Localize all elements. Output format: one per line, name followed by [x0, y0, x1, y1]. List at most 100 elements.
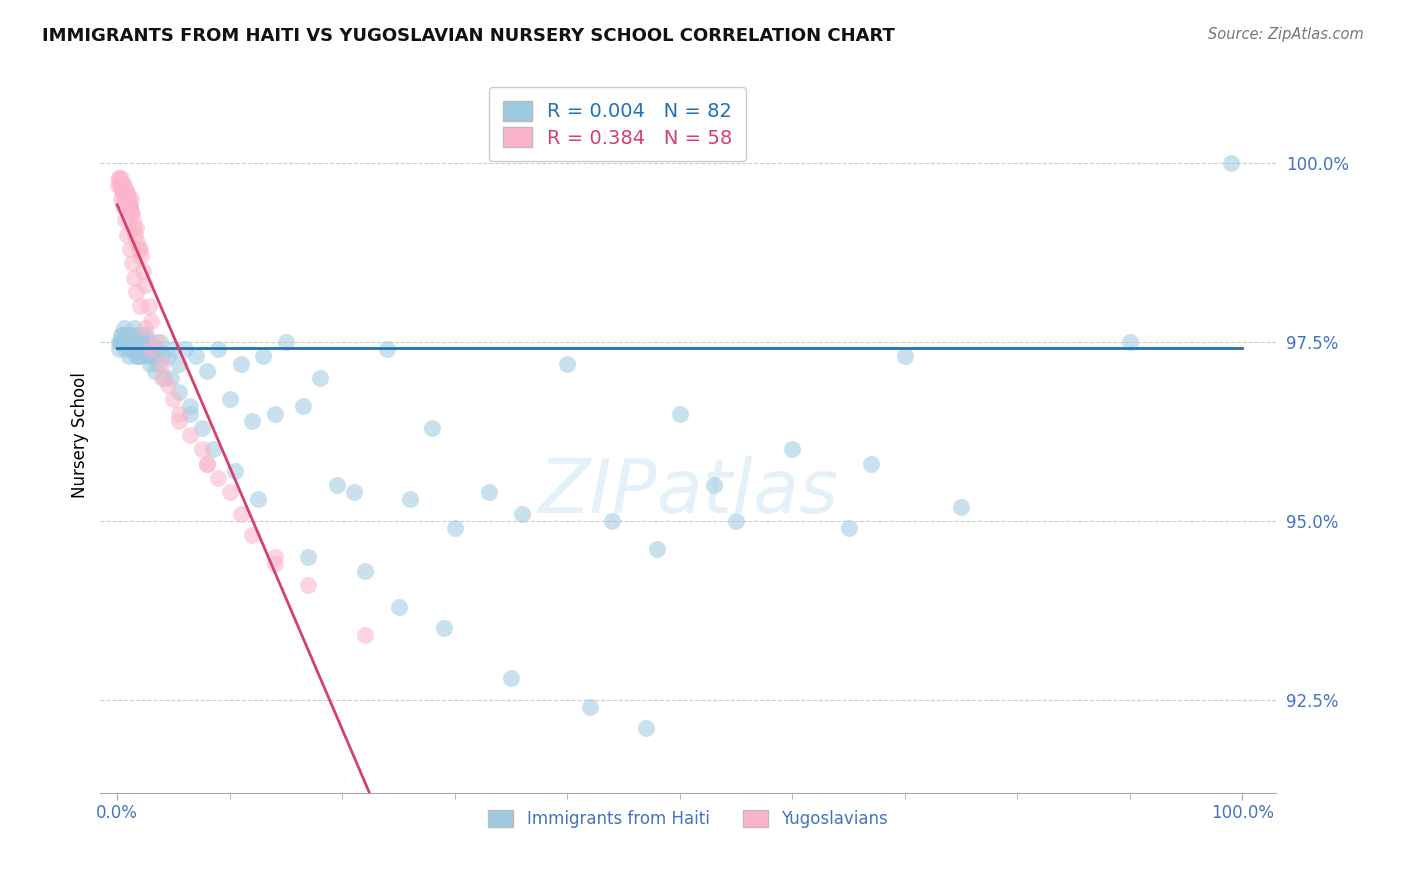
Point: [207, 471, 229, 485]
Point: [894, 350, 917, 364]
Point: [353, 628, 375, 642]
Point: [118, 242, 141, 256]
Point: [218, 392, 240, 407]
Point: [420, 421, 443, 435]
Point: [138, 299, 160, 313]
Point: [136, 350, 159, 364]
Point: [160, 371, 183, 385]
Point: [117, 334, 139, 349]
Point: [111, 334, 134, 349]
Point: [114, 343, 136, 357]
Point: [120, 206, 142, 220]
Point: [156, 350, 179, 364]
Point: [274, 334, 297, 349]
Point: [125, 350, 148, 364]
Point: [117, 192, 139, 206]
Point: [195, 457, 218, 471]
Point: [125, 285, 148, 299]
Point: [108, 178, 131, 192]
Point: [110, 170, 132, 185]
Point: [162, 343, 184, 357]
Point: [111, 199, 134, 213]
Point: [127, 235, 149, 249]
Point: [240, 528, 263, 542]
Point: [179, 407, 201, 421]
Point: [150, 371, 173, 385]
Point: [1119, 334, 1142, 349]
Point: [134, 334, 156, 349]
Point: [167, 385, 190, 400]
Point: [860, 457, 883, 471]
Point: [297, 549, 319, 564]
Point: [124, 334, 146, 349]
Point: [117, 327, 139, 342]
Point: [108, 334, 131, 349]
Point: [207, 343, 229, 357]
Point: [150, 357, 173, 371]
Point: [167, 357, 190, 371]
Point: [375, 343, 398, 357]
Point: [108, 343, 131, 357]
Point: [114, 213, 136, 227]
Point: [634, 721, 657, 735]
Point: [668, 407, 690, 421]
Point: [201, 442, 224, 457]
Point: [114, 334, 136, 349]
Point: [108, 170, 131, 185]
Point: [127, 343, 149, 357]
Point: [139, 350, 162, 364]
Point: [139, 313, 162, 327]
Point: [114, 185, 136, 199]
Text: Source: ZipAtlas.com: Source: ZipAtlas.com: [1208, 27, 1364, 42]
Point: [838, 521, 860, 535]
Point: [121, 256, 143, 270]
Point: [725, 514, 748, 528]
Point: [153, 371, 176, 385]
Point: [195, 364, 218, 378]
Point: [118, 199, 141, 213]
Point: [120, 327, 142, 342]
Y-axis label: Nursery School: Nursery School: [72, 372, 89, 498]
Point: [129, 249, 152, 263]
Point: [162, 392, 184, 407]
Point: [124, 334, 146, 349]
Point: [118, 334, 141, 349]
Point: [443, 521, 465, 535]
Point: [134, 343, 156, 357]
Point: [190, 442, 212, 457]
Point: [398, 492, 420, 507]
Point: [128, 242, 150, 256]
Point: [297, 578, 319, 592]
Point: [229, 507, 252, 521]
Point: [114, 192, 136, 206]
Point: [950, 500, 973, 514]
Point: [135, 327, 157, 342]
Point: [432, 621, 454, 635]
Point: [179, 428, 201, 442]
Point: [148, 357, 170, 371]
Point: [138, 334, 160, 349]
Point: [122, 220, 145, 235]
Point: [145, 364, 167, 378]
Point: [173, 343, 195, 357]
Point: [111, 185, 134, 199]
Point: [128, 242, 150, 256]
Point: [110, 178, 132, 192]
Point: [167, 414, 190, 428]
Point: [129, 350, 152, 364]
Point: [128, 334, 150, 349]
Point: [132, 263, 155, 277]
Point: [110, 334, 132, 349]
Point: [122, 334, 145, 349]
Point: [112, 320, 135, 334]
Point: [263, 407, 285, 421]
Point: [122, 343, 145, 357]
Point: [112, 185, 135, 199]
Point: [120, 192, 142, 206]
Point: [224, 464, 246, 478]
Point: [107, 178, 129, 192]
Point: [645, 542, 668, 557]
Point: [134, 320, 156, 334]
Point: [184, 350, 207, 364]
Point: [122, 270, 145, 285]
